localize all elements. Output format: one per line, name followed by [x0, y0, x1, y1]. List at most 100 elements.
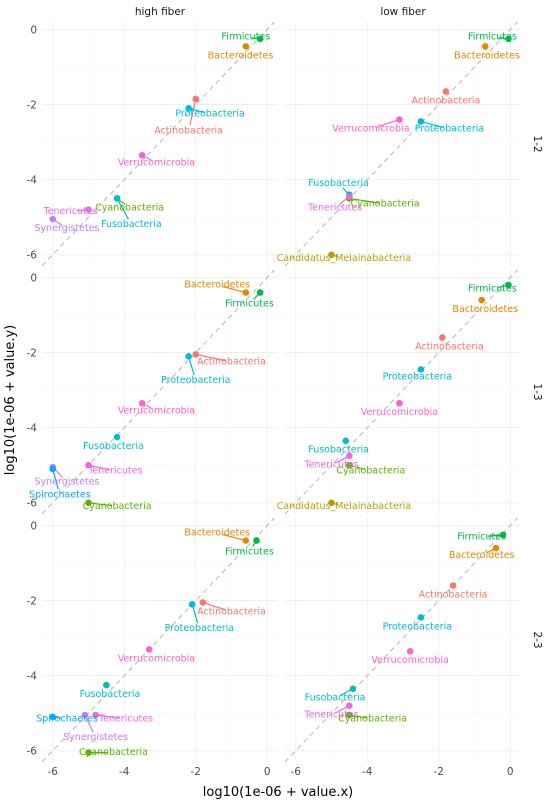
- label-connector-tenericutes: [95, 714, 121, 719]
- identity-line: [41, 21, 275, 267]
- point-actinobacteria: [439, 334, 446, 341]
- point-label-synergistetes: Synergistetes: [63, 732, 128, 743]
- y-tick-label: 0: [30, 25, 37, 37]
- point-label-tenericutes: Tenericutes: [42, 206, 97, 217]
- strip-label-high-fiber: high fiber: [135, 6, 186, 18]
- point-label-fusobacteria: Fusobacteria: [308, 178, 369, 189]
- point-label-cyanobacteria: Cyanobacteria: [338, 713, 407, 724]
- point-proteobacteria: [417, 366, 425, 373]
- panel-low-fiber-1-2: Firmicutes Bacteroidetes Actinobacteria Ver…: [277, 21, 521, 267]
- x-tick-label: -4: [362, 766, 373, 778]
- point-spirochaetes: [49, 713, 57, 721]
- point-verrucomicrobia: [406, 647, 414, 655]
- point-label-actinobacteria: Actinobacteria: [197, 356, 266, 367]
- point-label-firmicutes: Firmicutes: [221, 32, 270, 43]
- strip-label-row-2-3: 2-3: [531, 631, 543, 648]
- identity-line: [284, 21, 518, 267]
- x-tick-label: -4: [119, 766, 130, 778]
- panel-high-fiber-1-2: 0 -2 -4 -6 Firmicutes Bacteroidetes Actinobact…: [27, 21, 278, 267]
- label-connector-spirochaetes: [52, 468, 59, 490]
- point-proteobacteria: [185, 105, 192, 112]
- point-label-actinobacteria: Actinobacteria: [415, 341, 484, 352]
- point-firmicutes: [253, 537, 260, 544]
- strip-label-row-1-3: 1-3: [531, 383, 543, 400]
- point-label-cyanobacteria: Cyanobacteria: [351, 199, 420, 210]
- point-spirochaetes: [49, 465, 57, 473]
- point-label-proteobacteria: Proteobacteria: [383, 371, 452, 382]
- point-label-verrucomicrobia: Verrucomicrobia: [371, 655, 448, 666]
- point-tenericutes: [346, 193, 353, 200]
- point-label-verrucomicrobia: Verrucomicrobia: [361, 407, 438, 418]
- point-label-fusobacteria: Fusobacteria: [101, 219, 162, 230]
- point-label-fusobacteria: Fusobacteria: [83, 441, 144, 452]
- point-label-fusobacteria: Fusobacteria: [308, 445, 369, 456]
- y-tick-label: -6: [27, 498, 38, 510]
- point-tenericutes: [85, 206, 92, 213]
- point-cyanobacteria: [346, 711, 353, 719]
- point-label-bacteroidetes: Bacteroidetes: [208, 50, 274, 61]
- point-label-actinobacteria: Actinobacteria: [197, 606, 266, 617]
- point-synergistetes: [81, 711, 89, 719]
- y-tick-label: -4: [27, 423, 38, 435]
- x-tick-label: -6: [290, 766, 301, 778]
- panel-high-fiber-2-3: 0 -2 -4 -6 -6 -4 -2 0 Bacteroidetes Firmicutes Act…: [27, 517, 278, 778]
- point-actinobacteria: [192, 351, 200, 358]
- point-candidatus-melainabacteria: [328, 499, 335, 507]
- point-label-verrucomicrobia: Verrucomicrobia: [118, 653, 195, 664]
- point-label-candidatus-melainabacteria: Candidatus_Melainabacteria: [277, 501, 411, 512]
- point-bacteroidetes: [242, 537, 250, 544]
- point-label-fusobacteria: Fusobacteria: [80, 689, 141, 700]
- label-connector-fusobacteria: [116, 198, 130, 220]
- point-proteobacteria: [417, 614, 425, 621]
- strip-label-row-1-2: 1-2: [531, 135, 543, 152]
- point-label-verrucomicrobia: Verrucomicrobia: [118, 405, 195, 416]
- point-label-bacteroidetes: Bacteroidetes: [184, 280, 250, 291]
- point-verrucomicrobia: [138, 399, 146, 407]
- point-cyanobacteria: [85, 499, 92, 507]
- point-actinobacteria: [449, 582, 457, 589]
- point-tenericutes: [346, 702, 353, 709]
- y-tick-label: -4: [27, 175, 38, 187]
- point-label-actinobacteria: Actinobacteria: [154, 125, 223, 136]
- point-label-verrucomicrobia: Verrucomicrobia: [118, 157, 195, 168]
- point-label-actinobacteria: Actinobacteria: [412, 95, 481, 106]
- point-label-tenericutes: Tenericutes: [87, 465, 142, 476]
- x-tick-label: -2: [434, 766, 444, 778]
- point-fusobacteria: [342, 437, 350, 445]
- label-connector-actinobacteria: [202, 601, 227, 611]
- identity-line: [41, 517, 275, 763]
- label-connector-proteobacteria: [420, 120, 444, 129]
- y-tick-label: -4: [27, 671, 38, 683]
- y-tick-label: 0: [30, 521, 37, 533]
- point-firmicutes: [256, 35, 264, 43]
- point-actinobacteria: [199, 599, 207, 606]
- label-connector-bacteroidetes: [222, 285, 246, 294]
- label-connector-actinobacteria: [189, 98, 197, 126]
- point-label-cyanobacteria: Cyanobacteria: [95, 202, 164, 213]
- point-candidatus-melainabacteria: [328, 251, 335, 259]
- point-proteobacteria: [185, 353, 192, 360]
- point-label-tenericutes: Tenericutes: [98, 713, 153, 724]
- point-bacteroidetes: [242, 43, 250, 50]
- point-bacteroidetes: [242, 289, 250, 296]
- point-verrucomicrobia: [145, 646, 153, 653]
- panel-low-fiber-1-3: Firmicutes Bacteroidetes Actinobacteria Pro…: [277, 269, 521, 515]
- point-label-synergistetes: Synergistetes: [35, 223, 100, 234]
- y-tick-label: -6: [27, 746, 38, 758]
- point-bacteroidetes: [492, 544, 500, 552]
- point-label-synergistetes: Synergistetes: [35, 477, 100, 488]
- x-tick-label: 0: [264, 766, 271, 778]
- point-label-proteobacteria: Proteobacteria: [175, 108, 244, 119]
- point-tenericutes: [346, 452, 353, 460]
- point-label-cyanobacteria: Cyanobacteria: [83, 501, 152, 512]
- identity-line: [41, 269, 275, 515]
- point-fusobacteria: [103, 681, 110, 689]
- label-connector-verrucomicrobia: [376, 119, 400, 128]
- label-connector-cyanobacteria: [88, 502, 112, 507]
- point-label-firmicutes: Firmicutes: [457, 531, 506, 542]
- point-firmicutes: [505, 35, 512, 43]
- point-cyanobacteria: [346, 461, 353, 469]
- label-connector-cyanobacteria: [349, 197, 380, 204]
- point-firmicutes: [256, 289, 264, 296]
- identity-line: [284, 517, 518, 763]
